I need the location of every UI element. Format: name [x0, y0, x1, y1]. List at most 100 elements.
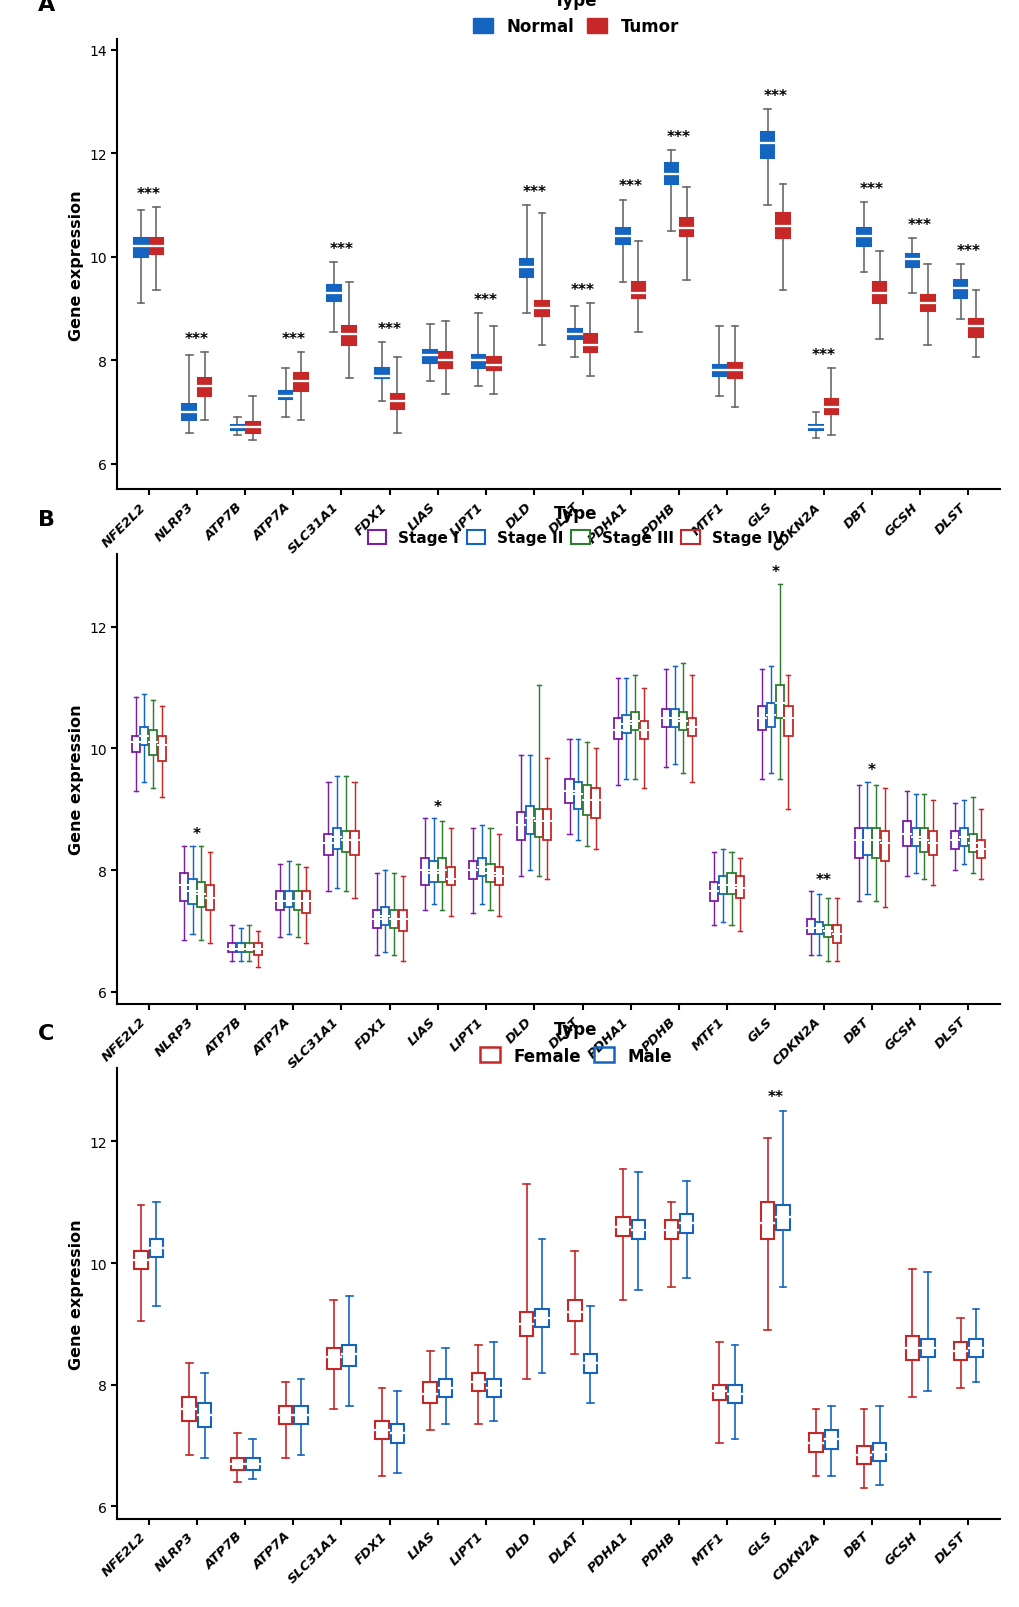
Bar: [639, 722, 647, 739]
Bar: [568, 1300, 581, 1321]
Bar: [669, 709, 678, 728]
Bar: [375, 1421, 388, 1440]
Text: ***: ***: [619, 180, 642, 194]
Text: C: C: [38, 1024, 54, 1043]
Bar: [928, 831, 936, 855]
Bar: [487, 1379, 500, 1396]
Bar: [230, 1458, 244, 1470]
Legend: Female, Male: Female, Male: [473, 1014, 679, 1072]
Bar: [278, 1406, 292, 1424]
Bar: [429, 861, 437, 882]
Bar: [680, 1215, 693, 1233]
Bar: [543, 810, 551, 840]
Bar: [471, 1372, 485, 1392]
Bar: [712, 1385, 726, 1400]
Bar: [968, 320, 981, 337]
Bar: [278, 392, 292, 400]
Bar: [246, 423, 259, 434]
Bar: [687, 718, 695, 738]
Bar: [189, 879, 197, 905]
Bar: [631, 712, 639, 731]
Legend: Stage I, Stage II, Stage III, Stage IV: Stage I, Stage II, Stage III, Stage IV: [362, 500, 790, 551]
Bar: [814, 922, 822, 934]
Bar: [775, 214, 789, 239]
Bar: [198, 379, 211, 397]
Bar: [293, 1406, 308, 1424]
Bar: [591, 789, 599, 820]
Bar: [760, 1202, 773, 1239]
Bar: [774, 685, 783, 718]
Bar: [421, 858, 429, 885]
Bar: [182, 1396, 196, 1421]
Bar: [149, 731, 157, 755]
Bar: [854, 828, 862, 858]
Bar: [959, 828, 967, 847]
Text: **: **: [766, 1090, 783, 1104]
Bar: [953, 1342, 966, 1361]
Bar: [342, 328, 356, 346]
Text: *: *: [770, 566, 779, 580]
Bar: [823, 1430, 838, 1448]
Bar: [236, 943, 245, 953]
Bar: [520, 260, 533, 278]
Text: ***: ***: [956, 244, 979, 259]
Bar: [976, 840, 984, 858]
Bar: [565, 779, 573, 804]
Bar: [832, 926, 840, 943]
Text: ***: ***: [329, 241, 354, 257]
Bar: [535, 302, 548, 317]
Text: ***: ***: [137, 186, 160, 202]
Bar: [872, 1443, 886, 1461]
Bar: [494, 868, 502, 885]
Bar: [663, 164, 678, 185]
Bar: [471, 355, 485, 368]
Bar: [920, 1339, 933, 1358]
Bar: [905, 1335, 918, 1361]
Bar: [227, 943, 236, 953]
Bar: [390, 1424, 404, 1443]
Bar: [206, 885, 214, 910]
Bar: [135, 239, 148, 257]
Bar: [446, 868, 454, 885]
Y-axis label: Gene expression: Gene expression: [68, 190, 84, 341]
Bar: [919, 828, 927, 852]
Bar: [709, 882, 717, 902]
Bar: [728, 363, 741, 379]
Bar: [398, 910, 407, 932]
Bar: [469, 861, 477, 879]
Bar: [968, 1339, 981, 1358]
Bar: [375, 368, 388, 379]
Bar: [535, 1308, 548, 1327]
Bar: [871, 828, 879, 858]
Text: ***: ***: [859, 182, 883, 198]
Bar: [613, 718, 622, 739]
Y-axis label: Gene expression: Gene expression: [68, 704, 84, 855]
Text: ***: ***: [522, 185, 546, 199]
Bar: [808, 426, 822, 431]
Bar: [423, 1382, 436, 1403]
Bar: [757, 707, 765, 731]
Bar: [327, 1348, 340, 1369]
Y-axis label: Gene expression: Gene expression: [68, 1218, 84, 1369]
Bar: [736, 877, 744, 898]
Bar: [342, 1345, 356, 1366]
Bar: [727, 874, 735, 895]
Bar: [663, 1221, 678, 1239]
Bar: [284, 892, 292, 906]
Bar: [857, 228, 870, 247]
Bar: [679, 712, 687, 731]
Bar: [920, 296, 933, 312]
Bar: [150, 1239, 163, 1257]
Bar: [615, 1218, 629, 1236]
Bar: [534, 810, 542, 837]
Bar: [823, 926, 832, 937]
Bar: [950, 831, 959, 850]
Bar: [568, 329, 581, 341]
Bar: [583, 334, 596, 354]
Text: ***: ***: [666, 130, 690, 145]
Text: ***: ***: [377, 321, 401, 336]
Bar: [333, 828, 341, 850]
Bar: [341, 831, 350, 852]
Text: ***: ***: [570, 283, 594, 297]
Bar: [293, 892, 302, 910]
